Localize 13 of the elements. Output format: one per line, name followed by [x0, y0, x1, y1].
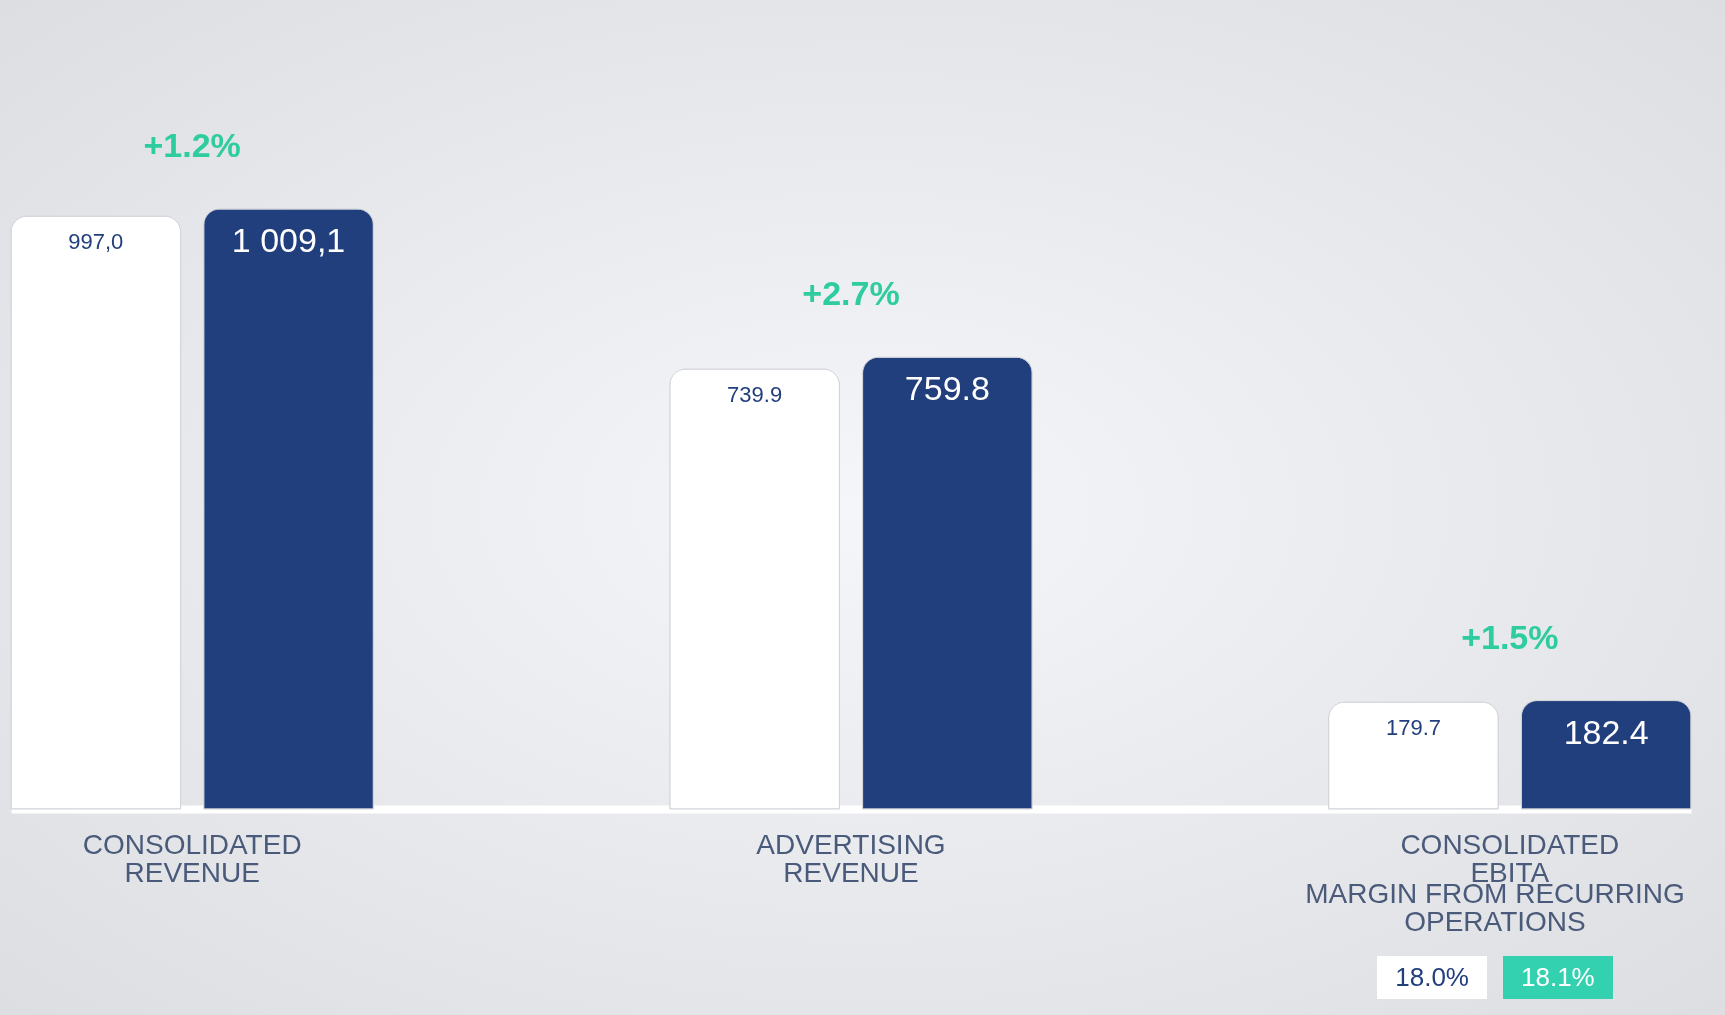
data-label: 739.9	[727, 382, 783, 408]
data-label: 179.7	[1385, 715, 1441, 741]
data-label: 1 009,1	[231, 221, 346, 259]
x-tick-label: CONSOLIDATED REVENUE	[82, 828, 302, 888]
x-tick-label: ADVERTISING REVENUE	[756, 828, 946, 888]
data-label: 759.8	[904, 369, 990, 408]
text: 18.0%	[1377, 956, 1487, 999]
annotation: +2.7%	[802, 274, 900, 313]
text: +1.2%	[143, 126, 241, 164]
text: 18.1%	[1503, 956, 1613, 999]
annotation: +1.5%	[1461, 617, 1559, 656]
data-label: 182.4	[1563, 712, 1649, 751]
data-label: 997,0	[68, 229, 124, 255]
